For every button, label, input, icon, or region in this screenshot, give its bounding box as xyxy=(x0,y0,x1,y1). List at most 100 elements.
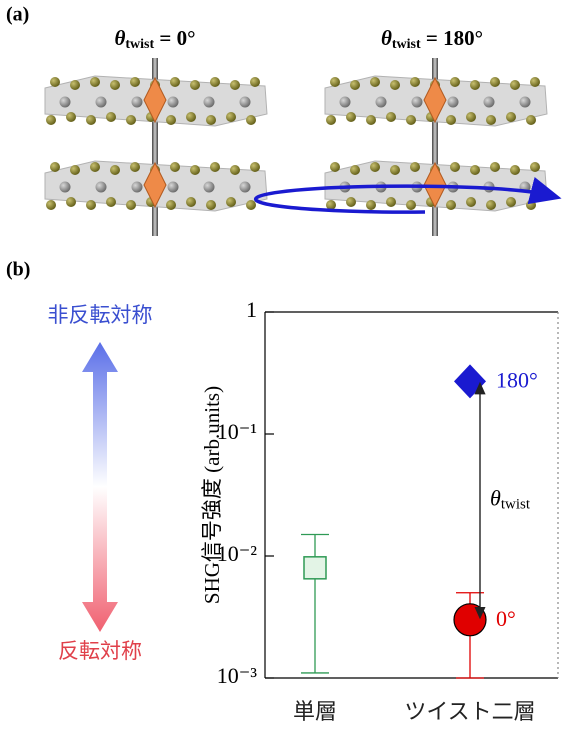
atom-metal xyxy=(96,182,107,193)
panel-title: θtwist = 180° xyxy=(381,26,483,52)
atom-chalcogen xyxy=(206,200,216,210)
title-subscript: twist xyxy=(392,37,421,52)
atom-chalcogen xyxy=(350,165,360,175)
panel-label: (a) xyxy=(6,4,29,26)
x-tick-label: 単層 xyxy=(293,700,337,725)
atom-chalcogen xyxy=(90,77,100,87)
atom-chalcogen xyxy=(406,200,416,210)
atom-chalcogen xyxy=(186,197,196,207)
title-text: = 180° xyxy=(421,26,483,50)
atom-chalcogen xyxy=(366,115,376,125)
panel-title: θtwist = 0° xyxy=(114,26,195,52)
symmetry-label: 反転対称 xyxy=(58,639,142,663)
atom-chalcogen xyxy=(530,162,540,172)
figure: (a) (b) θtwist = 0° θtwist = 180° 非反転対称 … xyxy=(0,0,565,728)
atom-chalcogen xyxy=(50,162,60,172)
atom-chalcogen xyxy=(246,115,256,125)
title-symbol: θ xyxy=(381,26,392,50)
atom-chalcogen xyxy=(226,197,236,207)
atom-chalcogen xyxy=(50,77,60,87)
atom-chalcogen xyxy=(170,77,180,87)
atom-chalcogen xyxy=(166,200,176,210)
atom-chalcogen xyxy=(230,80,240,90)
atom-chalcogen xyxy=(506,197,516,207)
atom-chalcogen xyxy=(190,165,200,175)
atom-chalcogen xyxy=(210,162,220,172)
atom-chalcogen xyxy=(470,165,480,175)
atom-metal xyxy=(520,97,531,108)
chart: 110⁻¹10⁻²10⁻³SHG信号強度 (arb.units)単層ツイスト二層… xyxy=(200,297,558,725)
atom-chalcogen xyxy=(466,112,476,122)
atom-chalcogen xyxy=(126,115,136,125)
atom-chalcogen xyxy=(390,80,400,90)
atom-metal xyxy=(168,97,179,108)
title-subscript: twist xyxy=(125,37,154,52)
atom-metal xyxy=(96,97,107,108)
symmetry-label: 非反転対称 xyxy=(48,303,153,327)
atom-chalcogen xyxy=(106,112,116,122)
atom-chalcogen xyxy=(490,77,500,87)
annotation: 180° xyxy=(496,367,538,392)
atom-chalcogen xyxy=(166,115,176,125)
atom-chalcogen xyxy=(246,200,256,210)
atom-metal xyxy=(60,182,71,193)
annotation: θtwist xyxy=(490,486,531,513)
y-tick-label: 1 xyxy=(246,297,257,322)
atom-metal xyxy=(60,97,71,108)
atom-chalcogen xyxy=(126,200,136,210)
atom-chalcogen xyxy=(466,197,476,207)
atom-chalcogen xyxy=(70,165,80,175)
atom-chalcogen xyxy=(106,197,116,207)
data-point xyxy=(454,604,486,636)
y-tick-label: 10⁻³ xyxy=(217,663,258,688)
atom-chalcogen xyxy=(366,200,376,210)
atom-chalcogen xyxy=(210,77,220,87)
atom-metal xyxy=(484,97,495,108)
atom-chalcogen xyxy=(470,80,480,90)
atom-chalcogen xyxy=(446,115,456,125)
atom-chalcogen xyxy=(370,77,380,87)
atom-chalcogen xyxy=(190,80,200,90)
atom-chalcogen xyxy=(486,115,496,125)
atom-chalcogen xyxy=(250,77,260,87)
atom-chalcogen xyxy=(486,200,496,210)
atom-chalcogen xyxy=(170,162,180,172)
atom-chalcogen xyxy=(390,165,400,175)
atom-chalcogen xyxy=(506,112,516,122)
atom-metal xyxy=(448,97,459,108)
symmetry-arrow xyxy=(82,342,118,632)
atom-chalcogen xyxy=(510,80,520,90)
atom-chalcogen xyxy=(386,112,396,122)
atom-chalcogen xyxy=(66,112,76,122)
atom-chalcogen xyxy=(46,115,56,125)
atom-chalcogen xyxy=(226,112,236,122)
atom-chalcogen xyxy=(70,80,80,90)
atom-chalcogen xyxy=(90,162,100,172)
annotation-symbol: θ xyxy=(490,486,501,511)
atom-chalcogen xyxy=(450,162,460,172)
annotation-subscript: twist xyxy=(501,497,531,513)
atom-metal xyxy=(204,182,215,193)
atom-metal xyxy=(132,97,143,108)
atom-metal xyxy=(204,97,215,108)
atom-chalcogen xyxy=(330,162,340,172)
atom-chalcogen xyxy=(410,162,420,172)
title-symbol: θ xyxy=(114,26,125,50)
atom-chalcogen xyxy=(346,197,356,207)
atom-chalcogen xyxy=(510,165,520,175)
atom-metal xyxy=(340,97,351,108)
atom-chalcogen xyxy=(346,112,356,122)
atom-chalcogen xyxy=(446,200,456,210)
title-text: = 0° xyxy=(154,26,195,50)
atom-chalcogen xyxy=(46,200,56,210)
y-axis-label: SHG信号強度 (arb.units) xyxy=(200,386,224,604)
atom-chalcogen xyxy=(490,162,500,172)
atom-chalcogen xyxy=(186,112,196,122)
atom-metal xyxy=(412,97,423,108)
atom-chalcogen xyxy=(230,165,240,175)
atom-chalcogen xyxy=(526,115,536,125)
atom-chalcogen xyxy=(386,197,396,207)
atom-chalcogen xyxy=(130,162,140,172)
atom-chalcogen xyxy=(530,77,540,87)
atom-metal xyxy=(376,97,387,108)
